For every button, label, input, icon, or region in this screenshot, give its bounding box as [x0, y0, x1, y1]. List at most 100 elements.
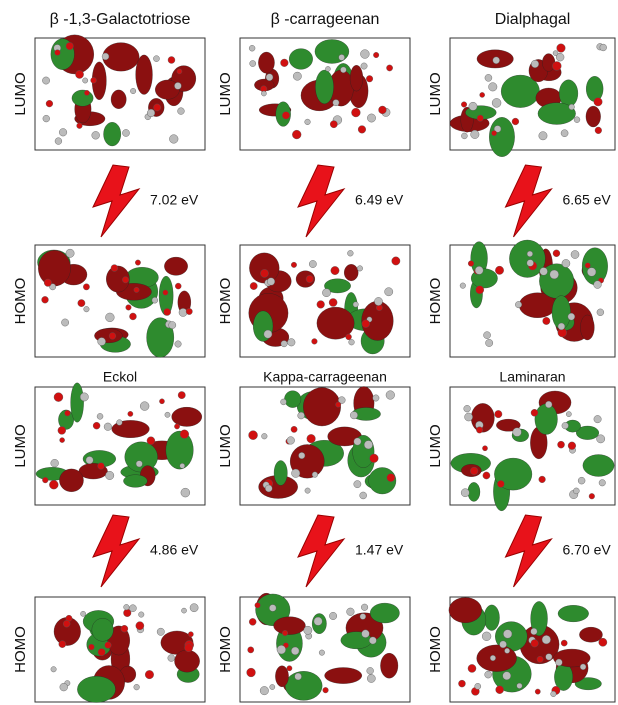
figure: β -1,3-GalactotrioseLUMOHOMO7.02 eVβ -ca…: [0, 0, 618, 705]
atom: [531, 640, 539, 648]
atom: [460, 283, 466, 289]
atom: [147, 437, 155, 445]
atom: [312, 339, 318, 345]
atom: [546, 654, 553, 661]
orbital-lobe: [468, 482, 480, 501]
atom: [249, 45, 255, 51]
atom: [358, 126, 366, 134]
atom: [476, 427, 482, 433]
energy-bolt: [93, 165, 139, 237]
atom: [477, 115, 483, 121]
atom: [124, 604, 130, 610]
atom: [97, 413, 103, 419]
atom: [543, 317, 550, 324]
atom: [185, 644, 193, 652]
atom: [168, 655, 175, 662]
atom: [61, 319, 68, 326]
atom: [325, 66, 330, 71]
atom: [330, 121, 337, 128]
atom: [59, 128, 67, 136]
atom: [531, 628, 538, 635]
atom: [177, 69, 182, 74]
atom: [281, 399, 287, 405]
atom: [269, 605, 276, 612]
atom: [503, 672, 511, 680]
orbital-lobe: [111, 90, 126, 109]
energy-bolt: [506, 515, 552, 587]
atom: [492, 98, 501, 107]
orbital-lobe: [77, 676, 115, 702]
atom: [340, 67, 346, 73]
orbital-lobe: [285, 671, 322, 700]
atom: [188, 632, 193, 637]
atom: [566, 412, 571, 417]
orbital-lobe: [38, 250, 70, 286]
orbital-lobe: [289, 49, 313, 70]
atom: [49, 480, 58, 489]
atom: [80, 611, 85, 616]
atom: [517, 683, 523, 689]
orbital-lobe: [579, 627, 602, 642]
atom: [331, 266, 339, 274]
atom: [539, 476, 546, 483]
atom: [266, 74, 273, 81]
orbital-lobe: [59, 469, 83, 492]
atom: [55, 138, 62, 145]
orbital-lobe: [477, 645, 517, 672]
atom: [93, 422, 100, 429]
atom: [145, 670, 153, 678]
atom: [386, 65, 392, 71]
orbital-label: HOMO: [427, 278, 444, 325]
atom: [179, 308, 187, 316]
atom: [249, 618, 256, 625]
atom: [585, 263, 590, 268]
atom: [361, 604, 368, 611]
atom: [60, 438, 65, 443]
atom: [104, 423, 112, 431]
molecule-name: Kappa-carrageenan: [263, 369, 387, 385]
atom: [65, 410, 71, 416]
atom: [153, 56, 159, 62]
atom: [98, 463, 105, 470]
atom: [531, 60, 539, 68]
atom: [594, 98, 602, 106]
atom: [469, 102, 477, 110]
orbital-lobe: [258, 52, 274, 73]
orbital-lobe: [303, 388, 341, 426]
atom: [350, 411, 358, 419]
atom: [323, 687, 329, 693]
atom: [539, 132, 547, 140]
atom: [551, 691, 557, 697]
atom: [545, 401, 552, 408]
energy-gap: 6.65 eV: [563, 192, 612, 208]
orbital-label: LUMO: [427, 424, 444, 467]
atom: [66, 42, 73, 49]
atom: [496, 686, 504, 694]
atom: [347, 608, 355, 616]
atom: [291, 647, 299, 655]
atom: [175, 283, 181, 289]
atom: [292, 130, 301, 139]
atom: [471, 130, 479, 138]
atom: [129, 605, 136, 612]
atom: [105, 313, 114, 322]
atom: [553, 51, 558, 56]
atom: [475, 683, 481, 689]
atom: [573, 488, 579, 494]
atom: [130, 88, 136, 94]
atom: [362, 320, 370, 328]
orbital-label: HOMO: [12, 626, 29, 673]
atom: [515, 301, 521, 307]
molecule-name: Dialphagal: [495, 11, 571, 28]
energy-bolt: [506, 165, 552, 237]
atom: [465, 413, 473, 421]
atom: [562, 259, 570, 267]
atom: [562, 422, 569, 429]
orbital-lobe: [558, 605, 589, 622]
orbital-lobe: [123, 475, 147, 488]
atom: [360, 492, 367, 499]
atom: [475, 266, 483, 274]
atom: [542, 635, 551, 644]
orbital-lobe: [274, 617, 306, 635]
atom: [580, 664, 586, 670]
